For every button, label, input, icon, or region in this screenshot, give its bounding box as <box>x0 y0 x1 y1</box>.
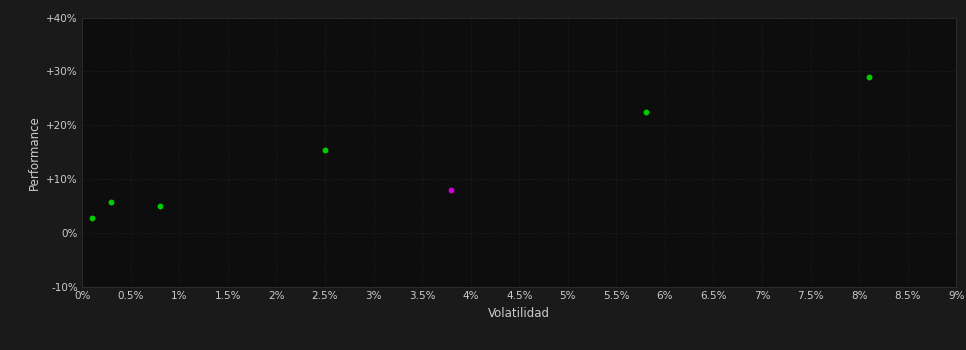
Point <box>84 215 99 221</box>
Point <box>443 187 459 193</box>
Y-axis label: Performance: Performance <box>28 115 41 190</box>
Point <box>103 199 119 205</box>
Point <box>317 147 332 152</box>
Point <box>638 109 653 115</box>
X-axis label: Volatilidad: Volatilidad <box>488 307 551 320</box>
Point <box>152 203 167 209</box>
Point <box>862 74 877 79</box>
